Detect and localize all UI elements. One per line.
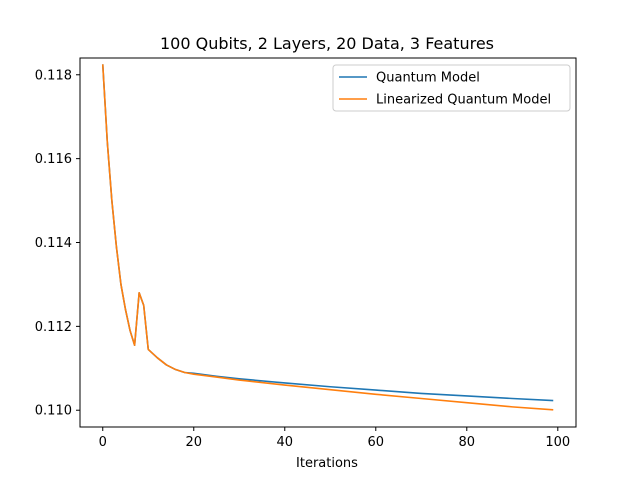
y-tick-label-2: 0.114	[35, 236, 72, 251]
x-axis-label: Iterations	[296, 456, 358, 471]
legend-box	[332, 64, 571, 112]
series-layer	[101, 64, 554, 411]
y-axis: 0.110 0.112 0.114 0.116 0.118	[35, 68, 80, 419]
x-tick-label-20: 20	[185, 435, 202, 450]
x-tick-label-0: 0	[99, 435, 107, 450]
x-tick-label-40: 40	[276, 435, 293, 450]
legend: Quantum Model Linearized Quantum Model	[332, 64, 571, 112]
y-tick-label-1: 0.112	[35, 320, 72, 335]
legend-label-1: Linearized Quantum Model	[376, 93, 551, 108]
legend-label-0: Quantum Model	[376, 71, 480, 86]
y-tick-label-4: 0.118	[35, 68, 72, 83]
y-tick-label-0: 0.110	[35, 404, 72, 419]
chart-title: 100 Qubits, 2 Layers, 20 Data, 3 Feature…	[160, 34, 494, 53]
x-tick-label-80: 80	[459, 435, 476, 450]
x-tick-label-60: 60	[368, 435, 385, 450]
series-line-1	[101, 64, 554, 411]
plot-frame	[79, 57, 577, 428]
x-tick-label-100: 100	[545, 435, 570, 450]
series-line-0	[101, 64, 554, 402]
x-axis: 0 20 40 60 80 100	[99, 427, 570, 450]
y-tick-label-3: 0.116	[35, 152, 72, 167]
